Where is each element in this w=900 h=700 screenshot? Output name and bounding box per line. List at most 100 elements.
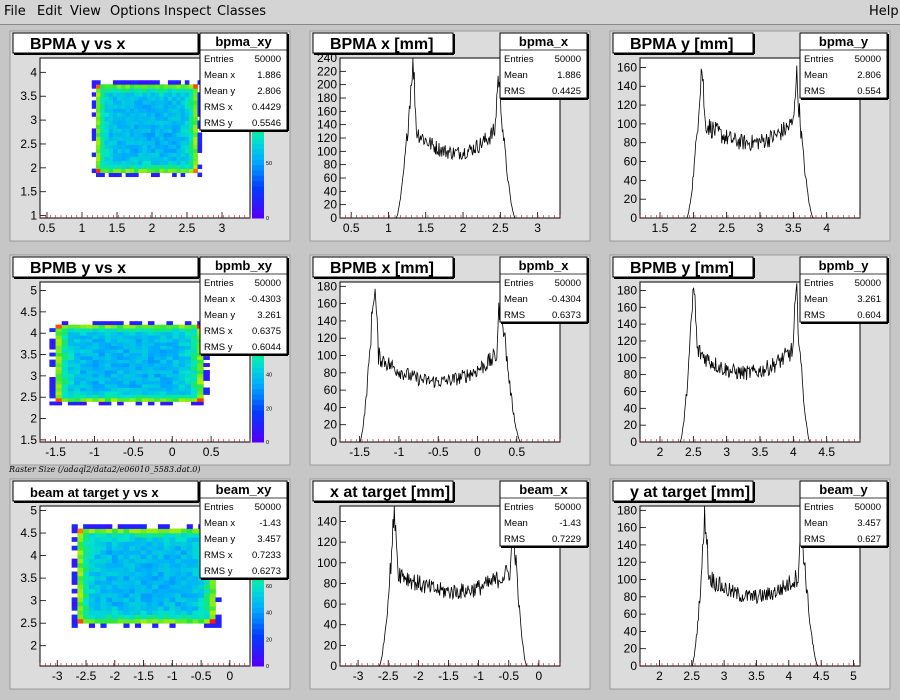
z-tick-label: 60 [266, 584, 272, 590]
stats-label: Entries [504, 54, 534, 65]
plot-title: BPMA x [mm] [330, 36, 433, 53]
y-tick-label: 4 [30, 326, 37, 340]
stats-value: -0.4304 [549, 294, 581, 305]
x-tick-label: -1 [394, 445, 405, 459]
x-tick-label: 1.5 [109, 221, 126, 235]
histogram-line [340, 505, 560, 667]
stats-value: -1.43 [259, 518, 281, 529]
stats-value: 0.6373 [552, 310, 581, 321]
stats-label: Entries [204, 278, 234, 289]
y-tick-label: 40 [324, 618, 338, 632]
stats-name: bpmb_xy [215, 258, 273, 273]
plot-title: BPMA y vs x [30, 36, 126, 53]
stats-label: RMS [504, 310, 525, 321]
y-tick-label: 160 [617, 300, 637, 314]
y-tick-label: 120 [617, 555, 637, 569]
stats-value: 2.806 [857, 70, 881, 81]
stats-label: Entries [504, 278, 534, 289]
stats-label: Entries [804, 278, 834, 289]
stats-value: 3.261 [257, 310, 281, 321]
stats-value: 50000 [855, 54, 881, 65]
stats-label: Entries [504, 502, 534, 513]
y-tick-label: 60 [624, 607, 638, 621]
y-tick-label: 20 [324, 638, 338, 652]
y-tick-label: 180 [617, 503, 637, 517]
plot-title: beam at target y vs x [30, 485, 159, 500]
y-tick-label: 100 [317, 556, 337, 570]
x-tick-label: 2.5 [492, 221, 509, 235]
y-tick-label: 180 [617, 283, 637, 297]
y-tick-label: 2 [30, 412, 37, 426]
title-box: y at target [mm] [612, 480, 755, 503]
axes: 0.5 1 1.5 2 2.5 311.522.533.54 [20, 65, 251, 235]
y-tick-label: 4.5 [20, 526, 37, 540]
menu-options[interactable]: Options [110, 4, 161, 19]
x-tick-label: -1.5 [349, 445, 370, 459]
stats-box: beam_x Entries 50000 Mean -1.43 RMS 0.7229 [499, 480, 589, 548]
y-tick-label: 2 [30, 639, 37, 653]
heatmap-cells [49, 321, 210, 406]
x-tick-label: 0 [474, 445, 481, 459]
x-tick-label: 3.5 [752, 445, 769, 459]
x-tick-label: -3 [52, 669, 63, 683]
x-tick-label: 2 [690, 221, 697, 235]
x-tick-label: 2 [460, 221, 467, 235]
x-tick-label: 3 [721, 669, 728, 683]
stats-value: -0.4303 [249, 294, 281, 305]
menu-file[interactable]: File [4, 4, 26, 19]
x-tick-label: 0.5 [203, 445, 220, 459]
x-tick-label: 2.5 [179, 221, 196, 235]
menu-inspect[interactable]: Inspect [164, 4, 212, 19]
stats-value: 3.457 [257, 534, 281, 545]
stats-label: Mean [504, 518, 528, 529]
stats-name: bpma_y [819, 34, 869, 49]
menu-help[interactable]: Help [869, 4, 899, 19]
y-tick-label: 40 [624, 173, 638, 187]
y-tick-label: 20 [624, 192, 638, 206]
stats-name: beam_xy [216, 482, 272, 497]
y-tick-label: 120 [317, 535, 337, 549]
y-tick-label: 120 [317, 131, 337, 145]
stats-value: 1.886 [257, 70, 281, 81]
canvas-caption: Raster Size (/adaql2/data2/e06010_5583.d… [9, 465, 201, 474]
stats-box: bpma_xy Entries 50000 Mean x 1.886 Mean y 2.80… [199, 32, 289, 132]
menu-classes[interactable]: Classes [217, 4, 266, 19]
stats-value: 50000 [255, 502, 281, 513]
stats-label: RMS y [204, 342, 233, 353]
plot-title: x at target [mm] [330, 484, 450, 501]
axes: -3 -2.5 -2 -1.5 -1 -0.5 0 0 20 40 60 80 100 120 140 [317, 514, 561, 683]
y-tick-label: 0 [630, 211, 637, 225]
stats-label: Mean x [204, 70, 235, 81]
stats-value: 0.4429 [252, 102, 281, 113]
x-tick-label: 0 [227, 669, 234, 683]
plot-title: BPMA y [mm] [630, 36, 733, 53]
stats-label: RMS x [204, 550, 233, 561]
y-tick-label: 20 [324, 418, 338, 432]
z-tick-label: 0 [266, 440, 269, 446]
axes: 2 2.5 3 3.5 4 4.5 5 0 20 40 60 80 100 120 140 160 180 [617, 503, 861, 683]
stats-box: bpma_y Entries 50000 Mean 2.806 RMS 0.554 [799, 32, 889, 100]
stats-name: bpma_xy [215, 34, 272, 49]
stats-label: Entries [804, 502, 834, 513]
title-box: BPMA y [mm] [612, 32, 755, 55]
y-tick-label: 200 [317, 78, 337, 92]
menu-view[interactable]: View [70, 4, 101, 19]
title-box: BPMA y vs x [12, 32, 200, 55]
y-tick-label: 40 [324, 184, 338, 198]
y-tick-label: 3 [30, 369, 37, 383]
histogram-line [640, 283, 860, 443]
x-tick-label: 0 [536, 669, 543, 683]
menu-edit[interactable]: Edit [37, 4, 63, 19]
x-tick-label: 4 [785, 669, 792, 683]
y-tick-label: 3.5 [20, 571, 37, 585]
x-tick-label: 1 [385, 221, 392, 235]
y-tick-label: 80 [324, 576, 338, 590]
histogram-line [340, 57, 560, 219]
x-tick-label: 3 [534, 221, 541, 235]
x-tick-label: 1 [79, 221, 86, 235]
stats-label: Mean x [204, 518, 235, 529]
